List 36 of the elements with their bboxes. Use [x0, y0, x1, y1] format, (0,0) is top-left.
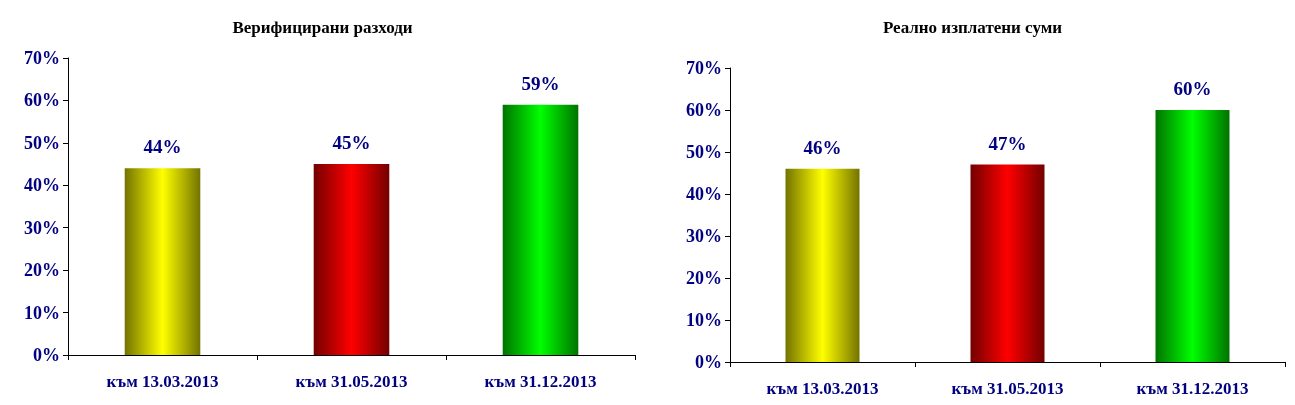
y-tick-label: 50% [686, 142, 722, 162]
y-tick-label: 70% [686, 58, 722, 78]
bar [124, 168, 201, 355]
y-tick-label: 70% [24, 48, 60, 68]
bar [785, 168, 860, 362]
y-tick-label: 20% [24, 260, 60, 281]
y-tick-label: 50% [24, 132, 60, 153]
data-label: 44% [143, 136, 182, 158]
y-tick-label: 10% [686, 310, 722, 330]
x-tick-label: към 13.03.2013 [106, 372, 219, 391]
y-tick-label: 60% [686, 100, 722, 120]
y-tick-label: 0% [33, 345, 60, 365]
bar [970, 164, 1045, 362]
data-label: 47% [988, 132, 1027, 154]
y-tick-label: 20% [686, 268, 722, 288]
y-tick-label: 30% [686, 226, 722, 246]
y-tick-label: 30% [24, 217, 60, 238]
bar [1155, 110, 1230, 362]
data-label: 59% [521, 72, 560, 94]
data-label: 46% [803, 136, 842, 158]
data-label: 60% [1173, 78, 1212, 99]
data-label: 45% [332, 132, 371, 154]
x-tick-label: към 31.05.2013 [295, 372, 408, 391]
y-tick-label: 40% [686, 184, 722, 204]
y-tick-label: 40% [24, 175, 60, 196]
x-tick-label: към 31.12.2013 [484, 372, 597, 391]
bar [502, 104, 579, 355]
x-tick-label: към 31.12.2013 [1136, 379, 1249, 398]
chart-title: Реално изплатени суми [882, 18, 1063, 37]
y-tick-label: 60% [24, 90, 60, 111]
x-tick-label: към 31.05.2013 [951, 379, 1064, 398]
bar [313, 164, 390, 355]
y-tick-label: 10% [24, 302, 60, 323]
chart-title: Верифицирани разходи [232, 18, 413, 37]
y-tick-label: 0% [695, 352, 722, 372]
x-tick-label: към 13.03.2013 [766, 379, 879, 398]
